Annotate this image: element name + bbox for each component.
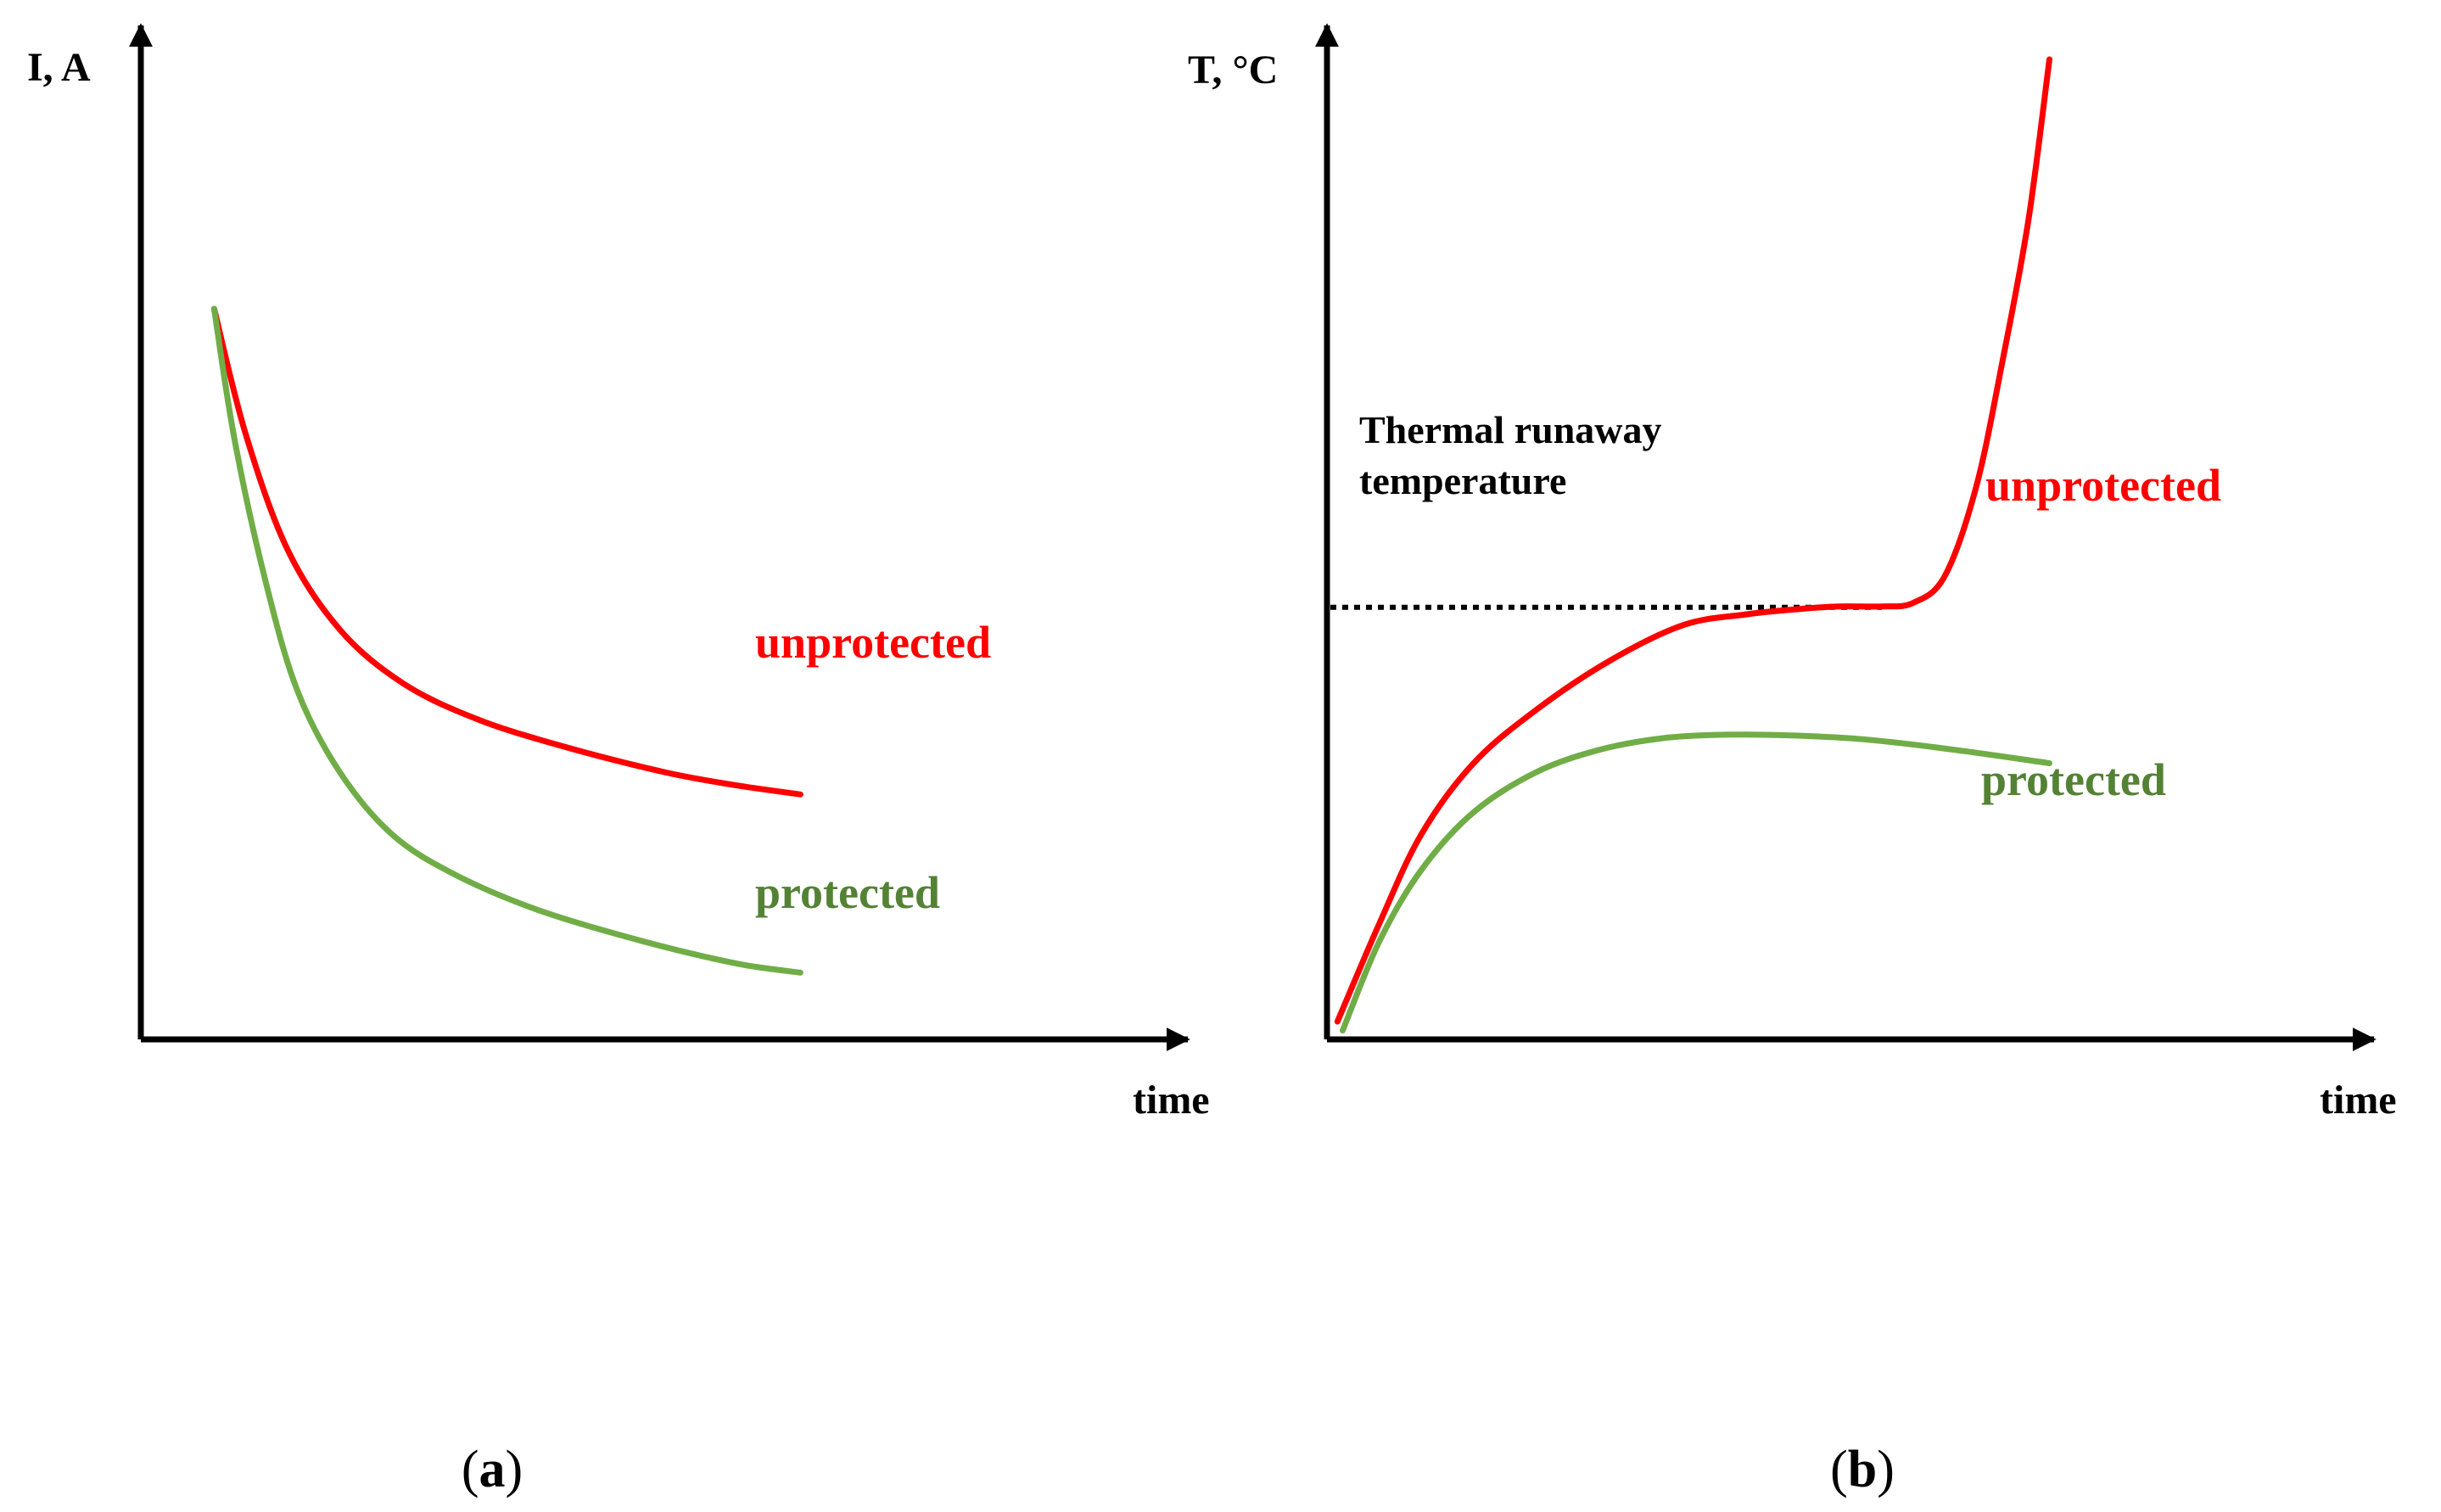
panel-a-unprotected-line (210, 305, 803, 798)
panel-a-unprotected-label: unprotected (755, 617, 991, 668)
panel-a-y-axis-label: I, A (27, 45, 91, 90)
panel-b-y-axis-label: T, °C (1188, 48, 1278, 92)
panel-a-protected-line (210, 305, 803, 976)
panel-a: I, A time unprotected protected (a) (27, 23, 1210, 1498)
panel-a-protected-label: protected (755, 867, 940, 918)
panel-b-protected-line (1340, 731, 2052, 1033)
panel-a-caption: (a) (462, 1441, 523, 1498)
panel-a-caption-letter: a (479, 1441, 506, 1498)
panel-b-unprotected-label: unprotected (1985, 460, 2221, 511)
panel-b: T, °C time Thermal runaway temperature u… (1188, 23, 2397, 1498)
panel-b-unprotected-line (1334, 56, 2052, 1025)
panel-b-caption-letter: b (1848, 1441, 1877, 1498)
panel-b-protected-label: protected (1981, 754, 2166, 805)
panel-b-caption: (b) (1830, 1441, 1895, 1498)
panel-b-x-axis-label: time (2320, 1078, 2397, 1123)
panel-a-x-axis-label: time (1133, 1078, 1210, 1123)
panel-b-annotation-line2: temperature (1359, 459, 1566, 502)
panel-b-annotation-line1: Thermal runaway (1359, 408, 1662, 451)
